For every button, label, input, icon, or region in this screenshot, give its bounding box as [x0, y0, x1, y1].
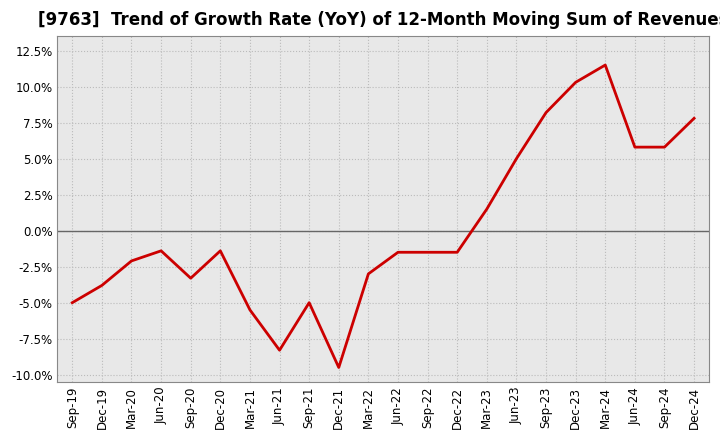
- Title: [9763]  Trend of Growth Rate (YoY) of 12-Month Moving Sum of Revenues: [9763] Trend of Growth Rate (YoY) of 12-…: [38, 11, 720, 29]
